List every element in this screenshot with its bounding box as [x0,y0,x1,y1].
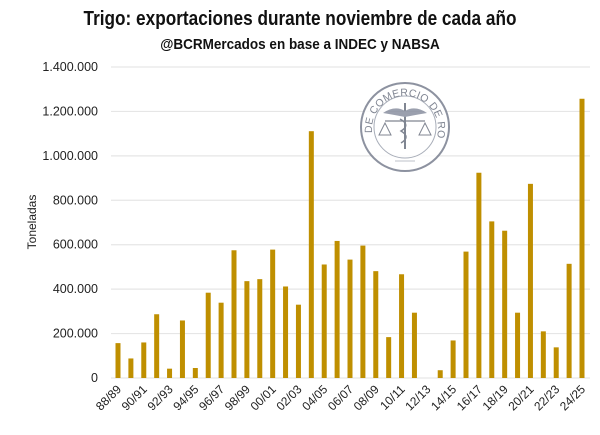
y-tick-label: 800.000 [53,193,98,207]
bar-01-02 [283,286,289,378]
x-tick-label: 00/01 [248,382,279,413]
bar-18-19 [502,230,508,378]
bar-04-05 [321,264,327,378]
bar-88-89 [115,343,121,378]
x-tick-label: 98/99 [222,382,253,413]
y-tick-label: 200.000 [53,327,98,341]
bar-19-20 [515,312,521,378]
y-tick-label: 0 [91,371,98,385]
bar-98-99 [244,281,250,378]
bar-03-04 [308,131,314,378]
y-tick-label: 1.400.000 [42,60,98,74]
x-tick-label: 12/13 [402,382,433,413]
bar-14-15 [450,340,456,378]
bar-23-24 [566,263,572,378]
x-tick-label: 88/89 [93,382,124,413]
x-tick-label: 14/15 [428,382,459,413]
bar-24-25 [579,98,585,379]
bar-20-21 [527,183,533,378]
bar-07-08 [360,245,366,378]
y-tick-label: 1.000.000 [42,149,98,163]
x-tick-label: 04/05 [299,382,330,413]
bar-22-23 [553,347,559,378]
x-tick-label: 06/07 [325,382,356,413]
x-tick-label: 90/91 [119,382,150,413]
x-tick-label: 10/11 [377,382,408,413]
x-tick-label: 92/93 [145,382,176,413]
bar-21-22 [540,331,546,378]
bar-00-01 [270,249,276,378]
bar-15-16 [463,251,469,378]
bar-05-06 [334,240,340,378]
x-tick-label: 20/21 [505,382,536,413]
bcr-logo: BOLSA DE COMERCIO DE ROSARIO [360,82,450,172]
bar-93-94 [179,320,185,378]
x-tick-label: 18/19 [480,382,511,413]
x-tick-label: 22/23 [531,382,562,413]
bar-90-91 [141,342,147,378]
bar-89-90 [128,358,134,378]
y-tick-label: 400.000 [53,282,98,296]
x-tick-label: 24/25 [557,382,588,413]
bar-13-14 [437,370,443,378]
bar-92-93 [167,368,173,378]
y-axis-label: Toneladas [25,195,39,250]
bar-94-95 [192,368,198,378]
x-tick-label: 94/95 [170,382,201,413]
bar-16-17 [476,172,482,378]
x-tick-label: 96/97 [196,382,227,413]
x-tick-label: 02/03 [273,382,304,413]
bar-02-03 [295,304,301,378]
bar-91-92 [154,314,160,378]
bar-99-00 [257,279,263,378]
bar-08-09 [373,271,379,378]
bar-17-18 [489,221,495,378]
bar-97-98 [231,250,237,378]
y-tick-label: 1.200.000 [42,104,98,118]
bar-11-12 [411,312,417,378]
bar-06-07 [347,259,353,378]
x-tick-label: 16/17 [454,382,485,413]
chart-title: Trigo: exportaciones durante noviembre d… [83,8,517,30]
bar-10-11 [399,274,405,378]
bar-96-97 [218,302,224,378]
bar-09-10 [386,337,392,378]
y-tick-label: 600.000 [53,238,98,252]
chart-subtitle: @BCRMercados en base a INDEC y NABSA [160,36,440,53]
x-tick-label: 08/09 [351,382,382,413]
bar-95-96 [205,292,211,378]
